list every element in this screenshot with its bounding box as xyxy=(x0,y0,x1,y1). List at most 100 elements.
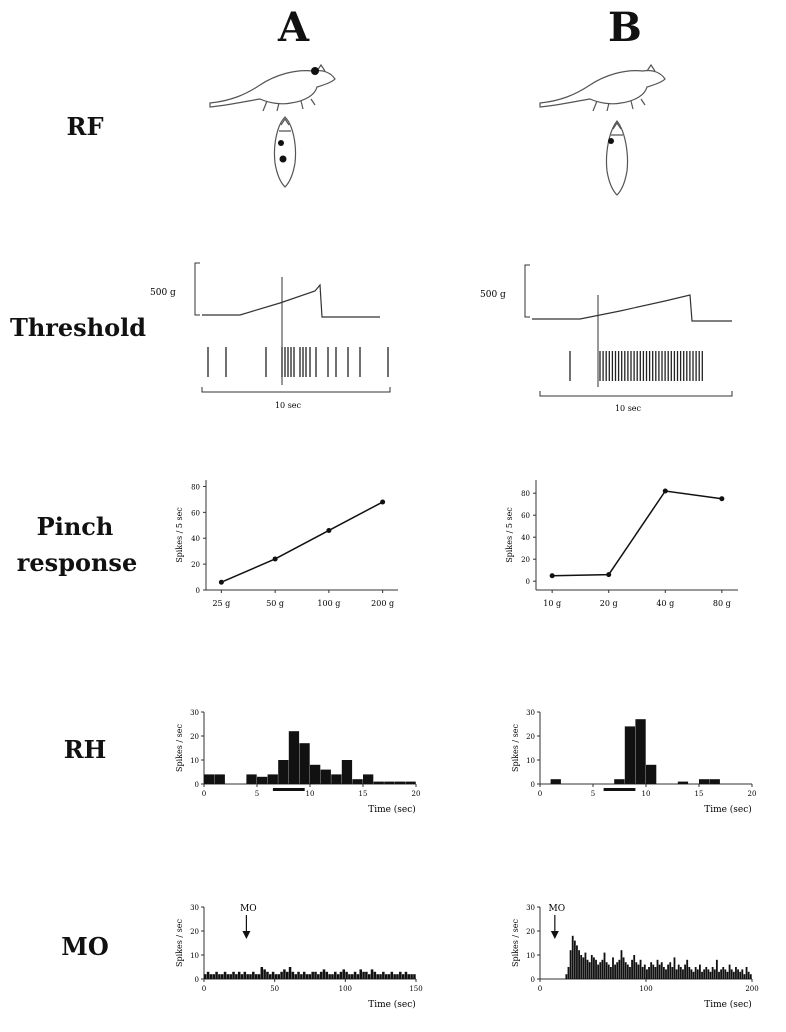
row-label-rh: RH xyxy=(63,735,107,764)
time-scale-bar xyxy=(539,391,733,397)
histogram-bar xyxy=(396,974,399,979)
histogram-bar xyxy=(373,971,377,979)
histogram-bar xyxy=(660,962,663,979)
histogram-bar xyxy=(622,957,625,979)
histogram-bar xyxy=(218,974,221,979)
histogram-bar xyxy=(271,971,275,979)
histogram-bar xyxy=(325,971,329,979)
histogram-bar xyxy=(620,950,623,979)
histogram-bar xyxy=(705,967,708,979)
x-axis-label: Time (sec) xyxy=(368,999,416,1010)
x-tick-label: 15 xyxy=(695,790,704,798)
histogram-bar xyxy=(690,969,693,979)
arrow-head-icon xyxy=(550,931,559,939)
rf-drawing-b xyxy=(539,63,666,196)
data-point xyxy=(662,488,668,494)
histogram-bar xyxy=(220,974,224,979)
x-tick-label: 20 xyxy=(748,790,757,798)
histogram-bar xyxy=(302,971,306,979)
histogram-bar xyxy=(232,971,235,979)
rh-histogram-a: 0 10 20 30 0 5 10 15 20 Spikes / sec Time (sec) xyxy=(175,709,420,815)
histogram-bar xyxy=(593,957,595,979)
histogram-bar xyxy=(601,959,604,979)
histogram-bar xyxy=(584,952,587,979)
histogram-bar xyxy=(254,974,258,979)
x-tick-label: 200 xyxy=(745,985,758,993)
histogram-bar xyxy=(353,971,357,979)
histogram-bar xyxy=(249,974,252,979)
histogram-bar xyxy=(567,967,570,979)
histogram-bar xyxy=(320,769,331,784)
histogram-bar xyxy=(405,781,416,784)
y-tick-label: 80 xyxy=(521,490,530,498)
histogram-bar xyxy=(393,974,396,979)
histogram-bar xyxy=(667,964,670,979)
histogram-bar xyxy=(696,969,699,979)
histogram-bar xyxy=(635,719,646,784)
histogram-bar xyxy=(671,967,674,979)
y-tick-label: 10 xyxy=(190,757,199,765)
histogram-bar xyxy=(707,969,710,979)
histogram-bar xyxy=(291,971,295,979)
histogram-bar xyxy=(673,957,676,979)
threshold-panel-b: 500 g 10 sec xyxy=(480,264,733,413)
x-tick-label: 0 xyxy=(202,985,206,993)
histogram-bar xyxy=(331,774,342,784)
histogram-bar xyxy=(252,971,255,979)
histogram-bar xyxy=(656,959,659,979)
histogram-bar xyxy=(718,971,720,979)
histogram-bar xyxy=(322,969,326,979)
histogram-bar xyxy=(204,774,215,784)
histogram-bar xyxy=(588,962,591,979)
histogram-bar xyxy=(739,971,742,979)
histogram-bar xyxy=(341,760,353,784)
histogram-bar xyxy=(669,962,672,979)
y-tick-label: 60 xyxy=(521,512,530,520)
x-tick-label: 100 g xyxy=(317,599,340,608)
data-point xyxy=(218,579,224,585)
histogram-bar xyxy=(212,974,216,979)
histogram-bar xyxy=(646,764,657,784)
histogram-bar xyxy=(603,952,606,979)
time-scale-label: 10 sec xyxy=(275,401,302,410)
histogram-bar xyxy=(550,779,561,784)
paw-outline-icon xyxy=(605,120,629,196)
force-scale-bar xyxy=(524,264,530,318)
row-label-pinch-line2: response xyxy=(16,548,138,577)
histogram-bar xyxy=(720,969,723,979)
histogram-bar xyxy=(314,971,317,979)
histogram-bar xyxy=(749,974,752,979)
histogram-bar xyxy=(692,971,695,979)
row-label-mo: MO xyxy=(61,932,109,961)
arrow-head-icon xyxy=(242,931,251,939)
x-tick-label: 20 g xyxy=(600,599,618,608)
histogram-bar xyxy=(582,957,585,979)
histogram-bar xyxy=(709,971,712,979)
histogram-bar xyxy=(288,967,292,979)
histogram-bar xyxy=(334,971,337,979)
y-axis-label: Spikes / sec xyxy=(175,724,184,772)
x-tick-label: 5 xyxy=(591,790,595,798)
y-axis-label: Spikes / 5 sec xyxy=(175,507,184,563)
histogram-bar xyxy=(384,974,388,979)
histogram-bar xyxy=(376,974,379,979)
data-point xyxy=(549,573,555,579)
histogram-bar xyxy=(246,774,257,784)
x-tick-label: 10 g xyxy=(543,599,561,608)
histogram-bar xyxy=(401,974,405,979)
rf-spot-paw-icon xyxy=(278,140,284,146)
threshold-panel-a: 500 g 10 sec xyxy=(150,262,391,410)
series-line xyxy=(221,501,383,583)
y-tick-label: 20 xyxy=(526,928,535,936)
row-label-pinch-line1: Pinch xyxy=(36,512,114,541)
data-point xyxy=(272,556,278,562)
force-scale-label: 500 g xyxy=(150,288,176,298)
histogram-bar xyxy=(240,974,244,979)
x-tick-label: 25 g xyxy=(212,599,230,608)
histogram-bar xyxy=(345,971,348,979)
x-tick-label: 50 g xyxy=(266,599,284,608)
histogram-bar xyxy=(580,955,583,979)
histogram-bar xyxy=(387,974,391,979)
spike-train xyxy=(207,347,389,377)
histogram-bar xyxy=(637,964,640,979)
